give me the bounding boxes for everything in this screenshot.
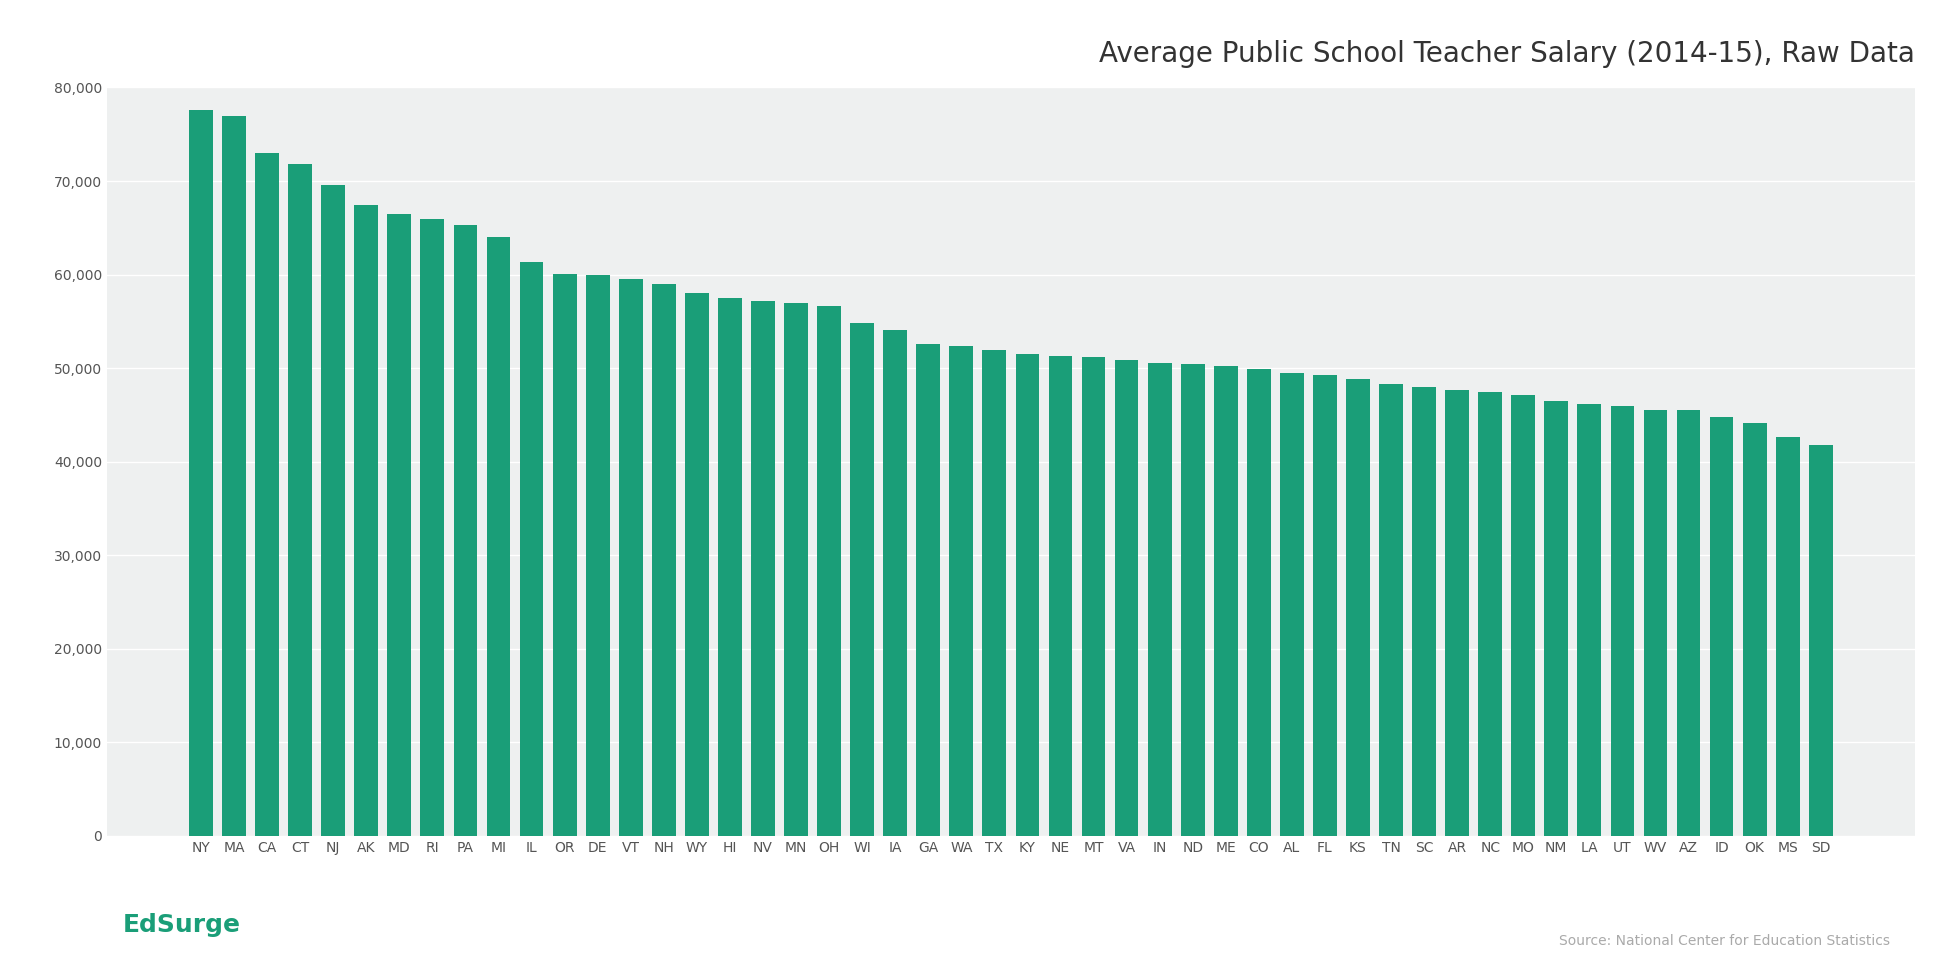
Bar xyxy=(651,285,677,836)
Bar xyxy=(1444,390,1470,836)
Bar xyxy=(684,294,710,836)
Polygon shape xyxy=(66,895,86,955)
Bar xyxy=(783,302,809,836)
Bar xyxy=(1510,395,1536,836)
Bar xyxy=(321,185,346,836)
Bar xyxy=(850,324,875,836)
Bar xyxy=(1610,406,1635,836)
Bar xyxy=(1378,384,1404,836)
Bar xyxy=(618,279,643,836)
Bar xyxy=(552,274,577,836)
Bar xyxy=(354,205,379,836)
Text: Source: National Center for Education Statistics: Source: National Center for Education St… xyxy=(1559,934,1890,948)
Bar xyxy=(1775,436,1800,836)
Bar xyxy=(1544,401,1569,836)
Bar xyxy=(1808,444,1833,836)
Bar xyxy=(1676,410,1701,836)
Bar xyxy=(1246,368,1271,836)
Bar xyxy=(288,164,313,836)
Bar xyxy=(1709,417,1734,836)
Bar xyxy=(816,306,842,836)
Bar xyxy=(453,226,478,836)
Bar xyxy=(1279,373,1304,836)
Bar xyxy=(255,154,280,836)
Bar xyxy=(1114,361,1139,836)
Bar xyxy=(1477,393,1503,836)
Bar xyxy=(717,297,743,836)
Bar xyxy=(916,344,941,836)
Bar xyxy=(420,219,445,836)
Bar xyxy=(1147,363,1172,836)
Bar xyxy=(1048,356,1073,836)
Bar xyxy=(1015,355,1040,836)
Bar xyxy=(1345,379,1371,836)
Bar xyxy=(1411,387,1437,836)
Bar xyxy=(883,330,908,836)
Bar xyxy=(585,275,610,836)
Bar xyxy=(982,351,1007,836)
Text: EdSurge: EdSurge xyxy=(122,914,241,937)
Bar xyxy=(189,110,214,836)
Text: Average Public School Teacher Salary (2014-15), Raw Data: Average Public School Teacher Salary (20… xyxy=(1098,41,1915,68)
Bar xyxy=(1577,404,1602,836)
Bar xyxy=(222,116,247,836)
Bar xyxy=(1643,410,1668,836)
Bar xyxy=(519,262,544,836)
Bar xyxy=(1312,375,1337,836)
Bar xyxy=(1213,366,1238,836)
Bar xyxy=(1742,423,1767,836)
Bar xyxy=(1081,358,1106,836)
Bar xyxy=(949,346,974,836)
Bar xyxy=(750,301,776,836)
Bar xyxy=(387,215,412,836)
Bar xyxy=(1180,364,1205,836)
Bar xyxy=(486,237,511,836)
